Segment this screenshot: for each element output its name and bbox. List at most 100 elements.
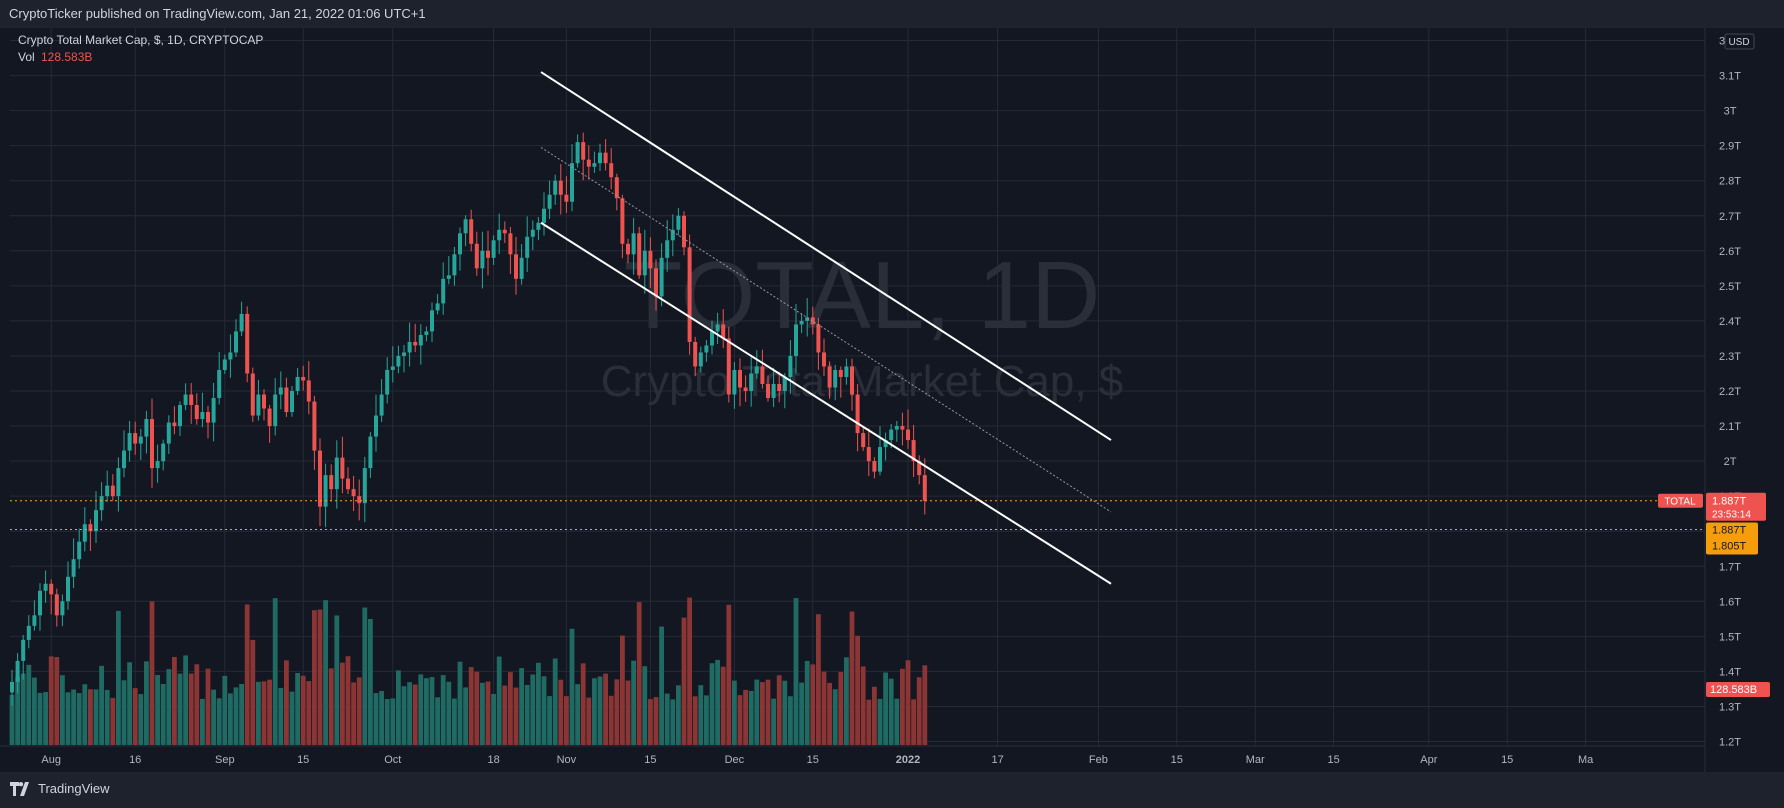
watermark-subtitle: Crypto Total Market Cap, $: [601, 357, 1124, 406]
time-axis: Aug 16 Sep 15 Oct 18 Nov 15 Dec 15 2022 17 Feb 15 Mar 1…: [0, 745, 1705, 766]
candle-body: [379, 394, 384, 416]
candle-body: [228, 352, 233, 360]
candle-body: [581, 142, 586, 160]
volume-bar: [844, 657, 849, 745]
candle-body: [267, 408, 272, 427]
candle-body: [850, 366, 854, 395]
volume-bar: [15, 677, 20, 745]
candle-body: [217, 369, 222, 399]
volume-bar: [776, 675, 782, 745]
volume-bar: [373, 693, 379, 745]
y-tick-label: 2.2T: [1719, 386, 1741, 398]
volume-bar: [356, 677, 362, 745]
candle-body: [407, 341, 412, 353]
volume-bar: [530, 674, 536, 745]
volume-bar: [474, 671, 480, 745]
volume-bar: [429, 677, 435, 745]
volume-bar: [496, 656, 502, 745]
volume-bar: [709, 663, 715, 745]
channel-mid-line: [540, 146, 1112, 513]
volume-bar: [172, 656, 177, 745]
volume-bar: [900, 668, 905, 745]
candle-body: [312, 401, 317, 451]
candle-body: [866, 447, 871, 462]
volume-bar: [418, 674, 424, 745]
volume-tag: 128.583B: [1710, 684, 1757, 696]
price-candles: [10, 132, 927, 706]
candle-body: [827, 366, 832, 388]
volume-bar: [698, 685, 704, 745]
candle-body: [161, 443, 166, 462]
candle-body: [894, 426, 899, 430]
volume-bar: [26, 664, 32, 745]
volume-bar: [720, 666, 726, 745]
candle-body: [738, 369, 742, 388]
candle-body: [844, 366, 849, 377]
y-tick-label: 1.4T: [1719, 666, 1741, 678]
candle-body: [278, 387, 283, 395]
volume-bar: [323, 600, 328, 745]
volume-bar: [396, 670, 401, 745]
volume-bar: [233, 687, 239, 745]
y-tick-label: 2.3T: [1719, 351, 1741, 363]
candle-body: [682, 215, 686, 248]
volume-bar: [552, 658, 558, 745]
candle-body: [497, 229, 502, 241]
volume-bar: [132, 688, 138, 745]
candle-body: [810, 317, 815, 325]
x-tick-label: Nov: [557, 754, 577, 766]
candle-body: [211, 398, 216, 423]
y-tick-label: 1.2T: [1719, 736, 1741, 748]
volume-bars: [9, 597, 928, 745]
volume-bar: [748, 690, 754, 745]
x-tick-label: Aug: [41, 754, 61, 766]
candle-body: [715, 324, 720, 332]
volume-legend-label: Vol: [18, 50, 35, 64]
candle-body: [799, 320, 804, 325]
price-chart[interactable]: TOTAL, 1D Crypto Total Market Cap, $ Cry…: [0, 28, 1784, 772]
volume-bar: [166, 669, 172, 745]
volume-bar: [603, 673, 608, 745]
candle-body: [822, 352, 826, 367]
candle-body: [614, 177, 619, 199]
volume-bar: [110, 697, 116, 745]
candle-body: [547, 194, 552, 209]
candle-body: [178, 405, 182, 427]
candle-body: [127, 433, 132, 451]
candle-body: [60, 601, 65, 616]
volume-legend-value: 128.583B: [41, 50, 92, 64]
candle-body: [626, 243, 630, 255]
candle-body: [542, 208, 546, 223]
candle-body: [458, 233, 462, 255]
candle-body: [558, 180, 563, 195]
candle-body: [642, 250, 647, 276]
candle-body: [883, 440, 888, 448]
candle-body: [637, 233, 642, 276]
symbol-tag-bg: [1658, 493, 1703, 508]
candle-body: [441, 278, 446, 304]
candle-body: [362, 468, 367, 504]
volume-bar: [855, 635, 860, 745]
candle-body: [194, 405, 199, 420]
candle-body: [256, 394, 261, 416]
volume-bar: [502, 685, 508, 745]
volume-bar: [681, 617, 687, 745]
candle-body: [693, 341, 698, 367]
volume-bar: [88, 689, 93, 745]
volume-bar: [760, 682, 765, 745]
tradingview-brand[interactable]: TradingView: [10, 781, 110, 796]
volume-bar: [222, 675, 228, 745]
countdown-tag: 23:53:14: [1712, 510, 1751, 521]
volume-bar: [250, 639, 256, 745]
x-tick-label: 17: [991, 754, 1003, 766]
volume-bar: [597, 676, 603, 745]
candle-body: [430, 310, 434, 332]
volume-bar: [508, 672, 513, 745]
volume-bar: [127, 662, 132, 745]
chart-title: Crypto Total Market Cap, $, 1D, CRYPTOCA…: [18, 33, 263, 47]
volume-bar: [401, 686, 407, 745]
volume-bar: [104, 689, 110, 745]
candle-body: [872, 461, 877, 472]
candle-body: [351, 489, 356, 497]
candle-body: [838, 369, 843, 377]
